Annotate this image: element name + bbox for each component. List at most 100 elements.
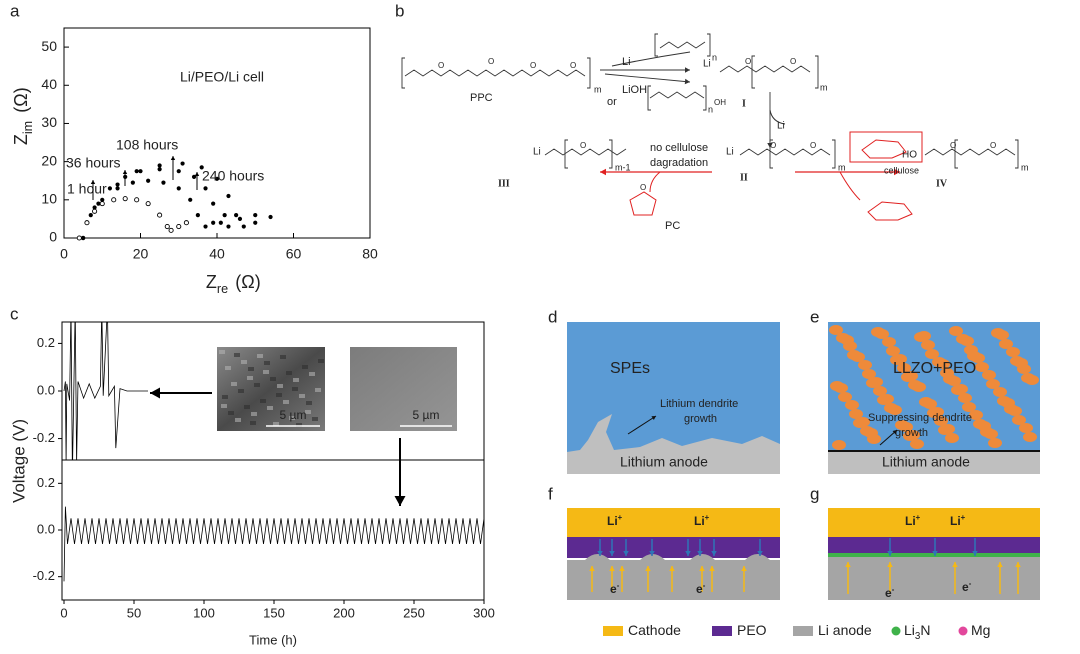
x-tick-label: 250 bbox=[403, 605, 425, 620]
panel-label: a bbox=[10, 1, 20, 20]
sem-image bbox=[350, 347, 457, 431]
panel-label: g bbox=[810, 484, 819, 503]
bracket bbox=[954, 139, 958, 169]
scheme-label: PC bbox=[665, 220, 680, 232]
sem-texture bbox=[280, 355, 286, 359]
y-tick-label: -0.2 bbox=[33, 430, 55, 445]
data-point bbox=[176, 223, 182, 230]
arrow-head bbox=[609, 551, 615, 556]
sem-texture bbox=[315, 388, 321, 392]
x-tick-label: 150 bbox=[263, 605, 285, 620]
cathode-layer bbox=[828, 508, 1040, 537]
arrow-head bbox=[645, 566, 651, 571]
scheme-label: Li bbox=[703, 59, 711, 70]
y-axis-label-part: im bbox=[21, 121, 35, 134]
bracket bbox=[832, 139, 836, 169]
llzo-particle bbox=[830, 381, 844, 391]
x-axis-label-part: re bbox=[217, 282, 228, 296]
data-point bbox=[145, 201, 151, 207]
scheme-label: O bbox=[745, 57, 751, 66]
panel-label: c bbox=[10, 304, 19, 323]
sem-texture bbox=[302, 365, 308, 369]
arrow-head bbox=[972, 551, 978, 556]
scheme-label: n bbox=[708, 104, 713, 114]
sem-texture bbox=[283, 400, 289, 404]
li-anode-layer bbox=[828, 557, 1040, 600]
llzo-particle bbox=[930, 407, 944, 417]
llzo-particle bbox=[1021, 373, 1035, 383]
llzo-particle bbox=[836, 333, 850, 343]
scheme-label: Li bbox=[533, 147, 541, 158]
data-point bbox=[241, 224, 246, 229]
data-point bbox=[268, 214, 273, 220]
data-point bbox=[226, 224, 231, 229]
legend-swatch bbox=[603, 626, 623, 636]
ion-label: Li+ bbox=[950, 513, 966, 529]
arrow-head bbox=[122, 170, 128, 174]
data-point bbox=[218, 220, 223, 225]
arrow-head bbox=[887, 551, 893, 556]
bracket bbox=[707, 33, 711, 57]
legend-label: Mg bbox=[971, 622, 990, 638]
bond-chain bbox=[924, 148, 1016, 156]
legend-label-part: Li bbox=[904, 622, 915, 638]
bond-chain bbox=[659, 41, 706, 49]
llzo-particle bbox=[982, 370, 996, 380]
arrow-head bbox=[194, 172, 200, 176]
arrow-head bbox=[892, 430, 897, 435]
panel-label: e bbox=[810, 307, 819, 326]
bracket bbox=[815, 55, 819, 89]
sem-texture bbox=[270, 377, 276, 381]
arrow-head bbox=[709, 566, 715, 571]
bracket bbox=[647, 85, 651, 111]
bracket bbox=[609, 139, 613, 169]
ion-label-part: + bbox=[705, 513, 710, 522]
data-point bbox=[76, 235, 82, 241]
electron-label-part: e bbox=[962, 580, 969, 594]
scheme-label: or bbox=[607, 96, 617, 108]
x-tick-label: 100 bbox=[193, 605, 215, 620]
llzo-particle bbox=[845, 400, 859, 410]
llzo-particle bbox=[980, 427, 994, 437]
electron-label-part: e bbox=[696, 582, 703, 596]
legend-label-part: Cathode bbox=[628, 622, 681, 638]
ion-label: Li+ bbox=[905, 513, 921, 529]
sem-texture bbox=[289, 416, 295, 420]
llzo-particle bbox=[967, 351, 981, 361]
arrow-head bbox=[685, 551, 691, 556]
note-label: growth bbox=[684, 413, 717, 425]
bracket bbox=[769, 139, 773, 169]
peo-layer bbox=[567, 537, 780, 558]
arrow-head bbox=[711, 551, 717, 556]
data-point bbox=[253, 212, 258, 218]
sem-texture bbox=[257, 354, 263, 358]
legend-swatch bbox=[793, 626, 813, 636]
scheme-label: LiOH bbox=[622, 84, 647, 96]
sem-texture bbox=[309, 372, 315, 376]
series-label: 240 hours bbox=[202, 168, 264, 184]
sem-texture bbox=[312, 417, 318, 421]
llzo-particle bbox=[917, 331, 931, 341]
llzo-particle bbox=[838, 392, 852, 402]
peo-layer bbox=[828, 537, 1040, 553]
annotation: Li/PEO/Li cell bbox=[180, 69, 264, 85]
sem-texture bbox=[234, 353, 240, 357]
llzo-particle bbox=[943, 374, 957, 384]
legend-label: Li3N bbox=[904, 622, 930, 642]
ion-label-part: Li bbox=[607, 514, 618, 528]
anode-label: Lithium anode bbox=[882, 454, 970, 470]
llzo-particle bbox=[986, 379, 1000, 389]
y-axis-unit: (Ω) bbox=[11, 87, 31, 112]
voltage-line bbox=[63, 506, 484, 582]
y-tick-label: 0.0 bbox=[37, 521, 55, 536]
legend-label: Cathode bbox=[628, 622, 681, 638]
y-axis-label: Zim bbox=[11, 121, 36, 145]
data-point bbox=[253, 220, 258, 225]
llzo-particle bbox=[997, 396, 1011, 406]
data-point bbox=[234, 212, 239, 218]
data-point bbox=[211, 220, 216, 225]
sem-texture bbox=[263, 370, 269, 374]
llzo-particle bbox=[932, 357, 946, 367]
legend-label-part: 3 bbox=[915, 631, 921, 642]
cellulose-box bbox=[849, 131, 923, 163]
